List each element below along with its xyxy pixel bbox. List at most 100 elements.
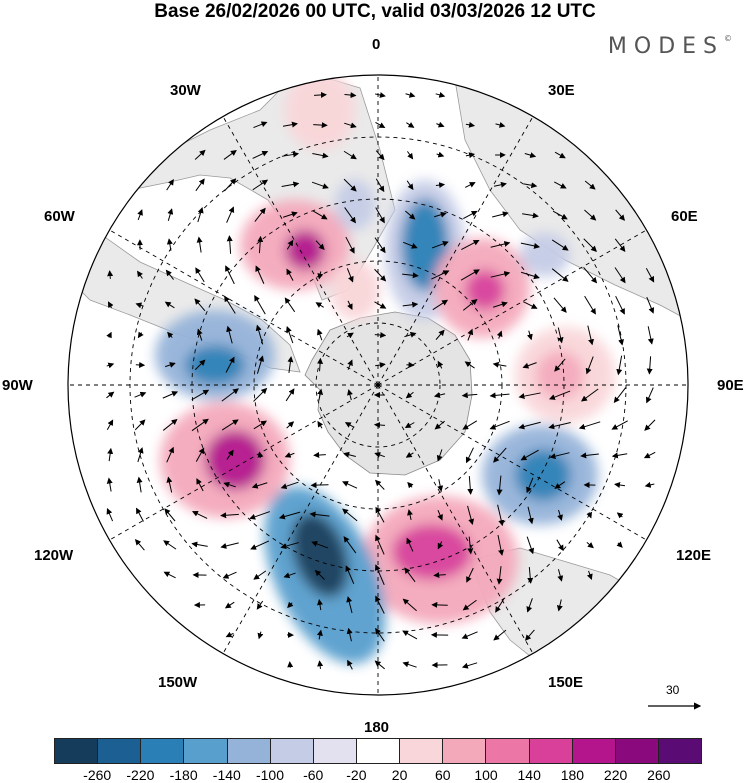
wind-vector [489, 392, 510, 399]
wind-vector [281, 181, 300, 188]
wind-vector-field [106, 91, 656, 670]
wind-vector [375, 534, 385, 555]
wind-vector [252, 150, 269, 159]
wind-vector [616, 512, 624, 519]
anomaly-negative-20w [335, 180, 375, 230]
wind-vector [347, 659, 353, 670]
wind-vector [586, 542, 594, 549]
wind-vector [611, 420, 628, 430]
wind-vector [134, 539, 145, 551]
wind-vector [524, 152, 537, 158]
wind-vector [646, 296, 655, 314]
wind-vector [644, 481, 655, 488]
colorbar-segment-2 [141, 738, 185, 764]
wind-vector [615, 295, 625, 315]
wind-vector [280, 542, 299, 549]
wind-vector [194, 149, 206, 160]
wind-vector [375, 479, 385, 490]
wind-vector [374, 237, 386, 254]
colorbar-segment-8 [400, 738, 444, 764]
wind-vector [556, 599, 563, 612]
colorbar-tick-label: -260 [83, 767, 112, 783]
wind-vector [223, 481, 236, 488]
modes-logo: MODES© [608, 34, 732, 59]
wind-vector [346, 332, 354, 339]
colorbar-tick-label: 220 [603, 767, 628, 783]
wind-vector [466, 567, 474, 583]
wind-vector [106, 331, 112, 339]
reference-vector-label: 30 [666, 683, 680, 697]
wind-vector [551, 239, 569, 251]
wind-vector [317, 388, 324, 401]
wind-vector [431, 270, 450, 280]
colorbar-tick-label: 60 [435, 767, 451, 783]
anomaly-negative-40e [520, 233, 570, 277]
wind-vector [493, 181, 507, 188]
wind-vector [137, 209, 143, 221]
wind-vector [404, 422, 415, 429]
colorbar-segment-13 [615, 738, 659, 764]
wind-vector [347, 389, 353, 401]
wind-vector [317, 598, 323, 611]
wind-vector [285, 326, 294, 344]
wind-vector [164, 508, 176, 522]
wind-vector [461, 631, 478, 639]
wind-vector [106, 362, 115, 369]
wind-vector [497, 534, 504, 556]
wind-vector [613, 387, 627, 404]
wind-vector [315, 302, 324, 308]
wind-vector [518, 392, 541, 400]
wind-vector [225, 631, 234, 638]
lon-label-30e: 30E [548, 82, 575, 99]
wind-vector [196, 236, 203, 253]
colorbar-tick-label: -140 [212, 767, 241, 783]
wind-vector [406, 122, 415, 128]
wind-vector [166, 179, 174, 191]
lon-label-120w: 120W [34, 547, 74, 564]
colorbar-segment-11 [529, 738, 573, 764]
wind-vector [344, 207, 356, 224]
colorbar-tick-label: 260 [647, 767, 671, 783]
wind-vector [225, 265, 235, 285]
wind-vector [581, 388, 599, 402]
colorbar-segment-10 [486, 738, 530, 764]
wind-vector [226, 206, 235, 223]
wind-vector [522, 362, 537, 369]
wind-vector [616, 541, 623, 548]
wind-vector [252, 179, 269, 191]
wind-vector [375, 506, 385, 523]
wind-vector [257, 235, 264, 254]
wind-vector [374, 660, 385, 670]
wind-vector [467, 536, 474, 555]
wind-vector [520, 449, 539, 461]
wind-vector [165, 269, 174, 280]
wind-vector [406, 537, 414, 552]
wind-vector [106, 477, 113, 492]
wind-vector [221, 388, 239, 402]
wind-vector [106, 508, 114, 522]
lon-label-60e: 60E [671, 208, 698, 225]
wind-vector [134, 391, 147, 398]
wind-vector [343, 150, 357, 160]
wind-vector [374, 92, 386, 98]
meridian-line [222, 384, 379, 654]
wind-vector [402, 630, 418, 640]
wind-vector [343, 451, 356, 458]
wind-vector [493, 629, 507, 641]
wind-vector [194, 298, 206, 312]
wind-vector [374, 301, 387, 309]
wind-vector [284, 452, 295, 458]
wind-vector [287, 661, 294, 668]
wind-vector [375, 122, 386, 129]
wind-vector [460, 269, 480, 281]
wind-vector [374, 332, 387, 339]
wind-vector [309, 511, 330, 518]
wind-vector [405, 92, 416, 98]
wind-vector [317, 271, 324, 280]
lon-label-120e: 120E [676, 547, 712, 564]
colorbar-tick-label: 180 [560, 767, 585, 783]
colorbar-segment-6 [313, 738, 357, 764]
wind-vector [462, 299, 478, 311]
wind-vector [583, 267, 598, 284]
wind-vector [465, 447, 474, 464]
